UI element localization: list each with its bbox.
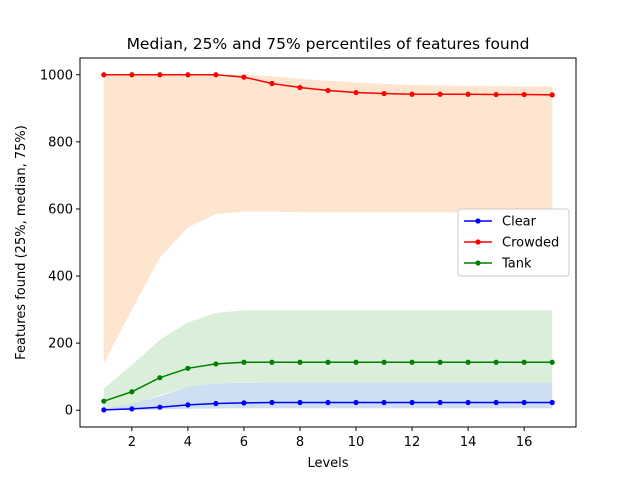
legend-label: Tank xyxy=(501,257,532,272)
x-tick-label: 2 xyxy=(128,435,136,450)
legend: Clear Crowded Tank xyxy=(457,208,570,277)
data-point-crowded xyxy=(353,89,359,96)
plot-frame xyxy=(79,57,577,428)
data-point-clear xyxy=(101,407,107,413)
data-point-tank xyxy=(409,359,415,365)
data-point-clear xyxy=(465,399,471,406)
data-point-clear xyxy=(185,402,191,408)
x-tick-label: 4 xyxy=(184,435,192,450)
data-point-crowded xyxy=(437,91,443,97)
data-point-crowded xyxy=(493,91,499,98)
series-lines xyxy=(101,72,555,413)
y-tick-label: 1000 xyxy=(40,68,73,83)
band-crowded xyxy=(103,74,553,364)
data-point-clear xyxy=(409,399,415,406)
data-point-clear xyxy=(437,399,443,406)
data-point-crowded xyxy=(185,72,191,78)
data-point-crowded xyxy=(465,91,471,97)
legend-entry-clear: Clear xyxy=(464,215,537,230)
data-point-crowded xyxy=(549,92,555,98)
data-point-clear xyxy=(269,399,275,406)
data-point-tank xyxy=(241,359,247,365)
data-point-clear xyxy=(157,404,163,410)
data-point-tank xyxy=(437,359,443,365)
data-point-tank xyxy=(353,359,359,365)
data-point-tank xyxy=(465,359,471,365)
y-tick-label: 400 xyxy=(48,270,73,285)
y-tick-label: 800 xyxy=(48,135,73,150)
data-point-tank xyxy=(185,365,191,371)
data-point-tank xyxy=(549,359,555,365)
data-point-clear xyxy=(521,399,527,406)
data-point-crowded xyxy=(101,72,107,78)
x-tick-label: 12 xyxy=(404,435,421,450)
x-tick-label: 10 xyxy=(348,435,365,450)
data-point-crowded xyxy=(241,74,247,80)
x-tick-label: 6 xyxy=(240,435,248,450)
x-tick-label: 8 xyxy=(296,435,304,450)
data-point-clear xyxy=(493,399,499,406)
data-point-crowded xyxy=(213,72,219,78)
data-point-clear xyxy=(381,399,387,406)
x-axis-label: Levels xyxy=(307,456,348,471)
data-point-crowded xyxy=(129,72,135,78)
chart-title: Median, 25% and 75% percentiles of featu… xyxy=(127,35,530,53)
data-point-tank xyxy=(521,359,527,365)
legend-swatch-marker xyxy=(475,239,481,245)
data-point-clear xyxy=(213,400,219,407)
data-point-crowded xyxy=(409,91,415,97)
data-point-tank xyxy=(269,359,275,365)
data-point-clear xyxy=(549,399,555,406)
data-point-tank xyxy=(297,359,303,365)
data-point-crowded xyxy=(157,72,163,78)
data-point-tank xyxy=(493,359,499,365)
data-point-clear xyxy=(325,399,331,406)
legend-label: Crowded xyxy=(502,236,559,251)
legend-entry-crowded: Crowded xyxy=(464,236,559,251)
data-point-tank xyxy=(157,375,163,381)
y-tick-label: 600 xyxy=(48,202,73,217)
data-point-tank xyxy=(129,389,135,395)
data-point-crowded xyxy=(325,87,331,94)
y-axis-ticks: 0 200 400 600 800 1000 xyxy=(40,68,80,419)
data-point-tank xyxy=(101,398,107,404)
legend-box xyxy=(457,208,570,277)
y-tick-label: 0 xyxy=(65,404,73,419)
y-tick-label: 200 xyxy=(48,337,73,352)
data-point-crowded xyxy=(381,90,387,97)
data-point-clear xyxy=(129,406,135,412)
band-tank xyxy=(103,310,553,409)
data-point-tank xyxy=(381,359,387,365)
data-point-clear xyxy=(241,400,247,406)
legend-label: Clear xyxy=(502,215,537,230)
data-point-tank xyxy=(213,361,219,367)
x-tick-label: 14 xyxy=(460,435,477,450)
data-point-crowded xyxy=(521,91,527,98)
x-axis-ticks: 2 4 6 8 10 12 14 16 xyxy=(128,427,533,450)
x-tick-label: 16 xyxy=(516,435,533,450)
legend-swatch-marker xyxy=(475,218,481,224)
data-point-crowded xyxy=(297,84,303,91)
data-point-clear xyxy=(297,399,303,406)
legend-entry-tank: Tank xyxy=(464,257,532,272)
data-point-clear xyxy=(353,399,359,406)
y-axis-label: Features found (25%, median, 75%) xyxy=(14,125,29,360)
data-point-crowded xyxy=(269,80,275,87)
data-point-tank xyxy=(325,359,331,365)
legend-swatch-marker xyxy=(475,260,481,266)
